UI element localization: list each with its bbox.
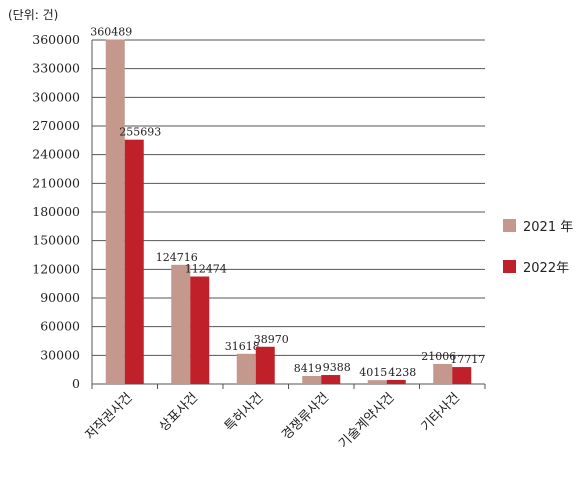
bar	[255, 346, 275, 384]
x-tick-label: 특허사건	[222, 390, 266, 434]
bar	[105, 39, 125, 384]
y-tick-label: 60000	[40, 319, 80, 334]
y-tick-label: 270000	[32, 118, 80, 133]
x-tick-label: 상표사건	[157, 390, 201, 434]
y-tick-label: 90000	[40, 290, 80, 305]
bar	[433, 363, 453, 384]
data-label: 38970	[254, 333, 289, 346]
y-tick-label: 180000	[32, 204, 80, 219]
legend: 2021 年 2022年	[503, 216, 573, 298]
legend-item-2022: 2022年	[503, 257, 573, 276]
bar	[367, 380, 387, 384]
data-label: 21006	[421, 350, 456, 363]
y-tick-label: 300000	[32, 89, 80, 104]
data-label: 8419	[294, 362, 322, 375]
legend-swatch-2021	[503, 218, 516, 232]
y-tick-label: 240000	[32, 147, 80, 162]
y-tick-label: 360000	[32, 32, 80, 47]
y-tick-label: 150000	[32, 233, 80, 248]
data-label: 17717	[450, 353, 485, 366]
unit-label: (단위: 건)	[8, 8, 59, 22]
x-tick-label: 기술계약사건	[336, 390, 397, 451]
data-label: 124716	[156, 251, 198, 264]
data-label: 31618	[225, 340, 260, 353]
y-tick-label: 210000	[32, 175, 80, 190]
bar	[452, 367, 472, 384]
data-label: 112474	[185, 263, 227, 276]
bar	[321, 375, 341, 384]
bar	[124, 139, 144, 384]
legend-item-2021: 2021 年	[503, 216, 574, 235]
bar	[171, 264, 191, 384]
bar	[302, 375, 322, 384]
bar	[386, 379, 406, 384]
y-tick-label: 120000	[32, 261, 80, 276]
y-tick-label: 330000	[32, 61, 80, 76]
data-label: 4015	[359, 366, 387, 379]
data-label: 9388	[323, 361, 351, 374]
legend-label-2021: 2021 年	[523, 219, 574, 235]
y-tick-label: 30000	[40, 347, 80, 362]
legend-label-2022: 2022年	[523, 260, 570, 276]
x-tick-label: 저작권사건	[83, 390, 136, 443]
x-tick-label: 기타사건	[419, 390, 463, 434]
bar	[236, 353, 256, 384]
x-tick-label: 경쟁류사건	[279, 390, 332, 443]
bar	[190, 276, 210, 384]
legend-swatch-2022	[503, 259, 516, 273]
data-label: 4238	[388, 366, 416, 379]
y-tick-label: 0	[72, 376, 80, 391]
data-label: 360489	[90, 26, 132, 39]
data-label: 255693	[119, 126, 161, 139]
